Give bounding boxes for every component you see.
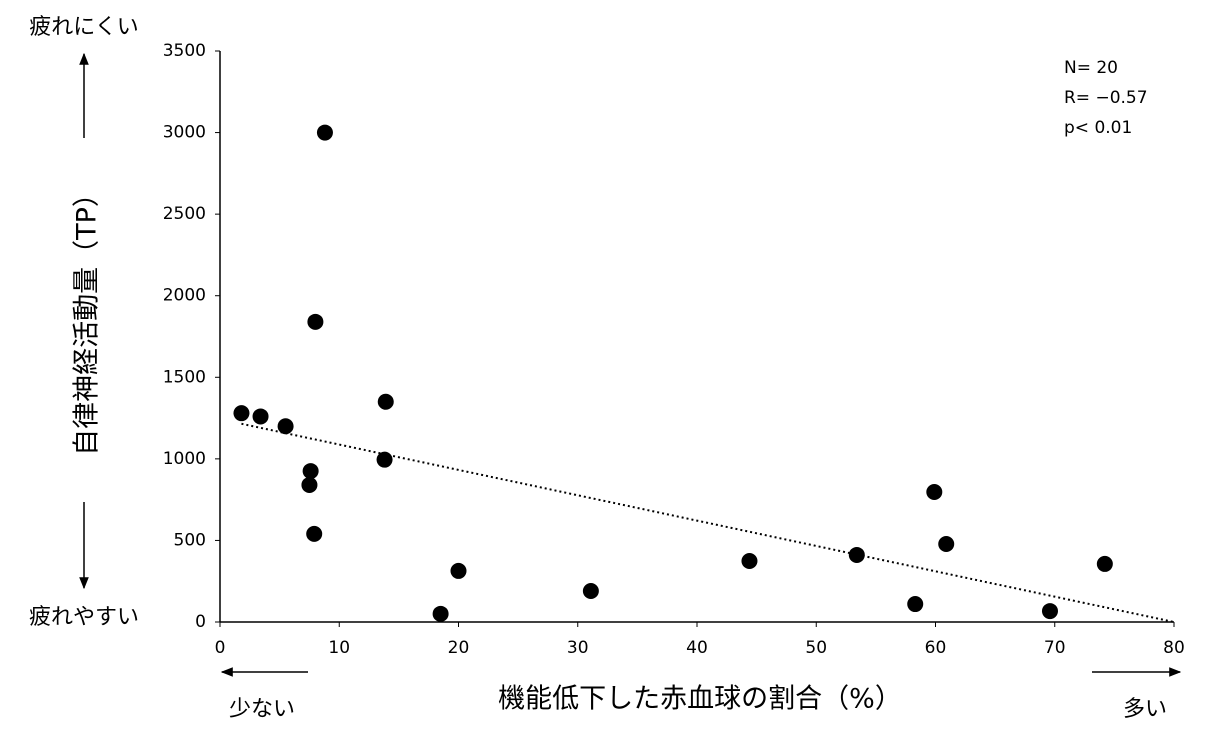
point (926, 483, 943, 500)
x-tick-label: 80 (1163, 638, 1185, 658)
point (582, 583, 599, 600)
x-tick-label: 20 (448, 638, 470, 658)
point (252, 408, 269, 425)
point (302, 463, 319, 480)
point (376, 451, 393, 468)
x-right-note: 多い (1123, 697, 1167, 722)
x-left-note: 少ない (229, 697, 295, 722)
x-tick-label: 60 (925, 638, 947, 658)
annotation: R= −0.57 (1064, 88, 1148, 108)
y-tick-label: 3000 (163, 123, 206, 143)
y-bottom-note: 疲れやすい (29, 605, 139, 630)
point (848, 546, 865, 563)
y-tick-label: 500 (174, 530, 206, 550)
point (907, 596, 924, 613)
y-tick-label: 0 (195, 612, 206, 632)
y-axis-label: 自律神経活動量（TP） (72, 180, 103, 456)
annotation: N= 20 (1064, 58, 1118, 78)
point (306, 525, 323, 542)
x-tick-label: 50 (805, 638, 827, 658)
point (301, 476, 318, 493)
x-tick-label: 10 (328, 638, 350, 658)
point (307, 313, 324, 330)
x-tick-label: 30 (567, 638, 589, 658)
point (432, 605, 449, 622)
point (1041, 603, 1058, 620)
y-tick-label: 3500 (163, 41, 206, 61)
point (938, 536, 955, 553)
x-tick-label: 70 (1044, 638, 1066, 658)
point (377, 393, 394, 410)
x-tick-label: 40 (686, 638, 708, 658)
point (450, 562, 467, 579)
y-tick-label: 2000 (163, 286, 206, 306)
x-axis-label: 機能低下した赤血球の割合（%） (498, 684, 902, 715)
annotation: p< 0.01 (1064, 118, 1132, 138)
y-tick-label: 1500 (163, 367, 206, 387)
y-top-note: 疲れにくい (29, 15, 139, 40)
point (233, 405, 250, 422)
point (741, 552, 758, 569)
y-tick-label: 1000 (163, 449, 206, 469)
point (316, 124, 333, 141)
point (277, 418, 294, 435)
point (1096, 555, 1113, 572)
x-tick-label: 0 (215, 638, 226, 658)
trendline (241, 422, 1175, 623)
y-tick-label: 2500 (163, 204, 206, 224)
